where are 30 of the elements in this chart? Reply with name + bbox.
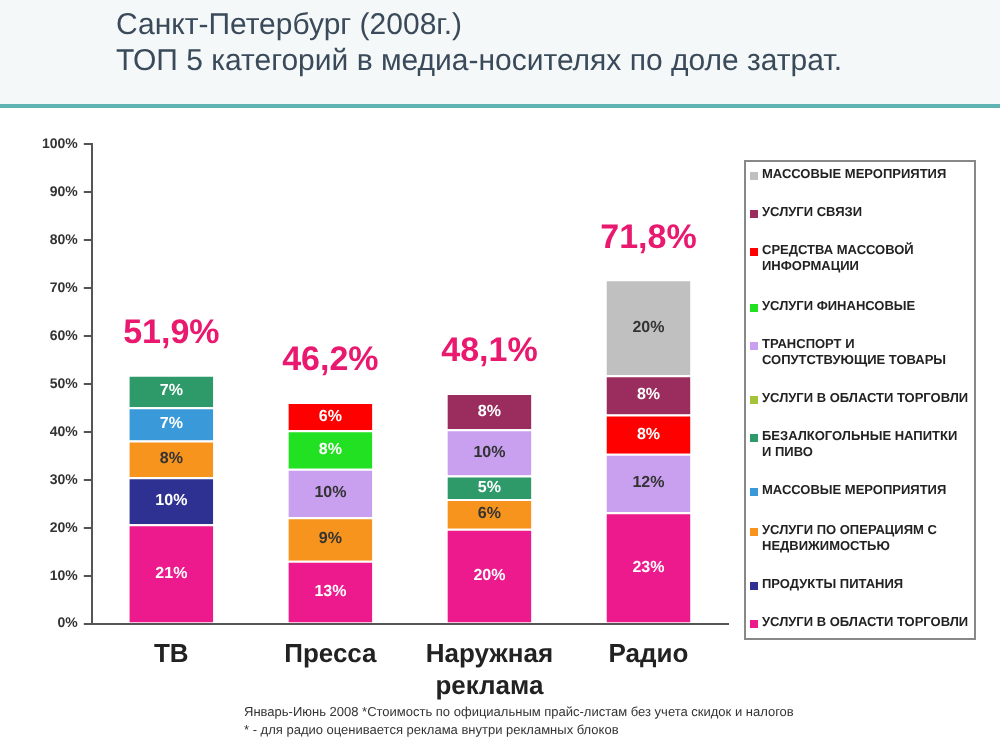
data-label: 10% <box>314 483 347 502</box>
data-label: 20% <box>632 317 665 336</box>
data-label: 5% <box>477 477 501 496</box>
data-label: 10% <box>473 442 506 461</box>
data-label: 13% <box>314 582 347 601</box>
data-label: 8% <box>159 449 183 468</box>
data-label: 8% <box>477 401 501 420</box>
data-label: 23% <box>632 557 665 576</box>
data-label: 7% <box>159 414 183 433</box>
data-label: 8% <box>636 385 661 404</box>
data-label: 6% <box>318 406 342 425</box>
total-label: 48,1% <box>441 331 538 370</box>
chart-subtitle: ТОП 5 категорий в медиа-носителях по доле затрат. <box>116 44 842 78</box>
x-tick-label: Наружная реклама <box>425 638 554 700</box>
total-label: 51,9% <box>123 313 220 352</box>
x-tick-label: Радио <box>608 638 689 669</box>
data-label: 12% <box>632 473 665 492</box>
x-tick-label: Пресса <box>284 638 379 669</box>
chart-title: Санкт-Петербург (2008г.) <box>116 8 462 42</box>
data-label: 20% <box>473 566 506 585</box>
data-label: 10% <box>155 491 188 510</box>
data-label: 8% <box>318 439 342 458</box>
data-label: 21% <box>155 563 188 582</box>
total-label: 46,2% <box>282 340 379 379</box>
data-label: 6% <box>477 504 501 523</box>
data-label: 7% <box>159 381 183 400</box>
total-label: 71,8% <box>600 217 697 256</box>
data-label: 8% <box>636 424 661 443</box>
x-tick-label: ТВ <box>153 638 189 669</box>
data-label: 9% <box>318 529 342 548</box>
